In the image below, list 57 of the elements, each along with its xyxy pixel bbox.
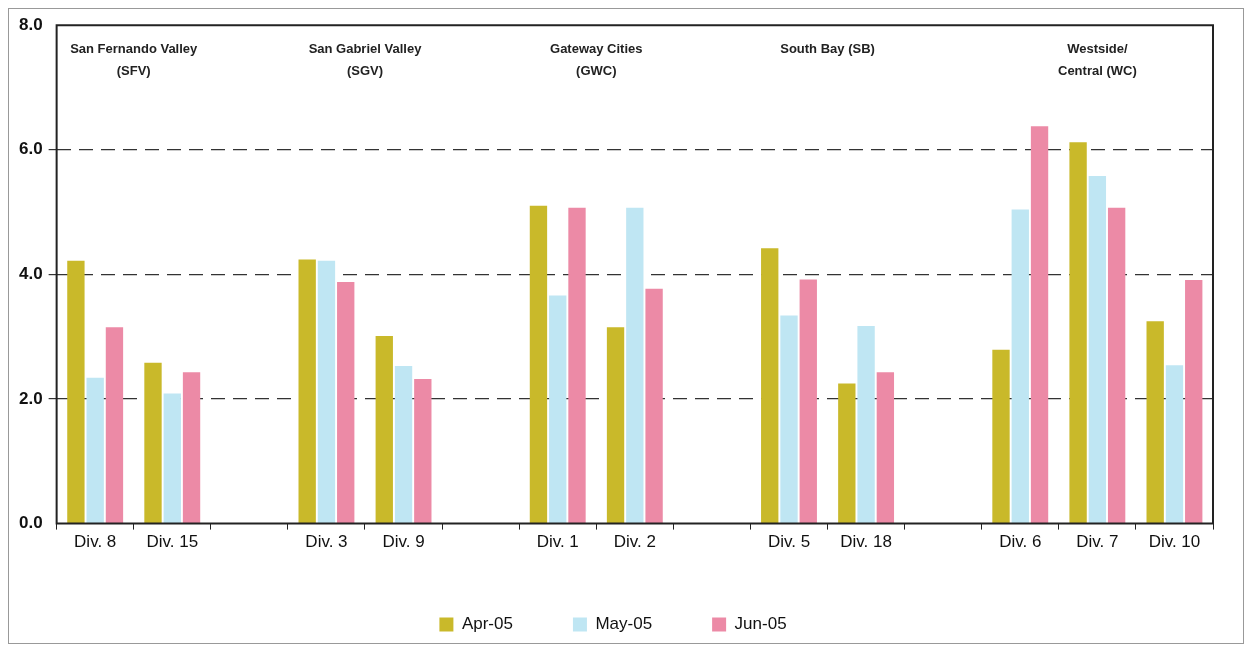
bar (549, 295, 567, 523)
x-tick-label: Div. 7 (1076, 532, 1119, 552)
x-tick-label: Div. 3 (305, 532, 348, 552)
legend-label: Apr-05 (461, 614, 513, 634)
x-tick-label: Div. 18 (840, 532, 892, 552)
bar (144, 362, 162, 523)
bar (414, 379, 432, 523)
bar (1069, 142, 1087, 523)
bar (86, 377, 104, 523)
bar (105, 327, 124, 523)
bar (1088, 175, 1107, 523)
bar (317, 260, 336, 523)
y-tick-label: 6.0 (18, 139, 43, 159)
y-tick-label: 4.0 (18, 264, 43, 284)
annotation: San Fernando Valley (SFV) (70, 41, 199, 79)
x-tick-label: Div. 15 (146, 532, 199, 552)
bar (337, 281, 355, 523)
bar (182, 372, 201, 523)
bar (67, 260, 85, 523)
bar (645, 288, 663, 523)
bar (394, 365, 413, 523)
bar (1107, 207, 1126, 523)
bar (375, 336, 393, 523)
annotation: Gateway Cities (GWC) (550, 41, 643, 79)
bar (857, 326, 875, 523)
legend-label: May-05 (595, 614, 653, 634)
bar (1146, 321, 1164, 523)
x-tick-label: Div. 10 (1148, 532, 1201, 552)
bar (568, 207, 586, 523)
y-tick-label: 8.0 (18, 14, 43, 34)
x-tick-label: Div. 9 (382, 532, 425, 552)
bar (606, 327, 625, 523)
y-tick-label: 0.0 (18, 513, 43, 533)
bar (298, 259, 316, 523)
bar (876, 372, 895, 523)
x-tick-label: Div. 2 (613, 532, 656, 552)
legend-label: Jun-05 (734, 614, 787, 634)
bar (1030, 126, 1049, 523)
y-tick-label: 2.0 (18, 388, 43, 408)
x-tick-label: Div. 6 (999, 532, 1042, 552)
bar (529, 205, 548, 523)
annotation: Westside/ Central (WC) (1058, 41, 1137, 79)
bar (1185, 280, 1203, 523)
bar (163, 393, 181, 523)
annotation: South Bay (SB) (780, 41, 875, 57)
bar (1165, 365, 1184, 523)
x-tick-label: Div. 1 (536, 532, 579, 552)
x-tick-label: Div. 5 (767, 532, 811, 552)
bar (1011, 209, 1029, 523)
x-tick-label: Div. 8 (74, 532, 117, 552)
annotation: San Gabriel Valley (SGV) (308, 41, 423, 79)
bar (626, 207, 644, 523)
bar (838, 383, 856, 523)
bar (780, 315, 798, 523)
bar (761, 248, 779, 523)
bar (799, 279, 817, 523)
bar (992, 349, 1010, 523)
